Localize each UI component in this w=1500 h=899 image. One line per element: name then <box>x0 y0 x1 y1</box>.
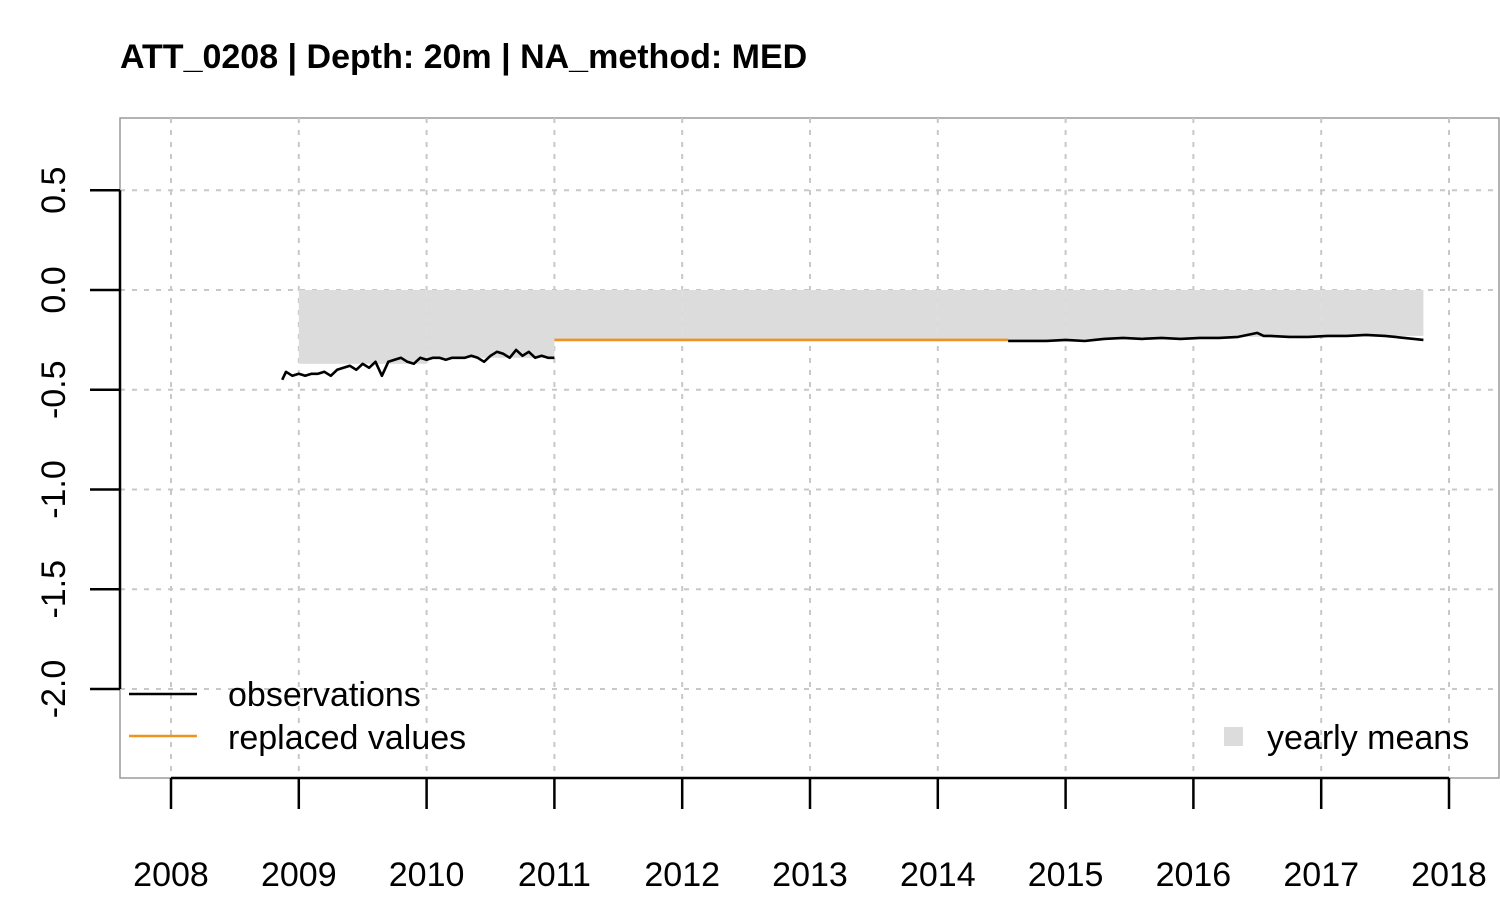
x-tick-label: 2011 <box>518 856 591 894</box>
yearly-mean-bar <box>298 290 427 364</box>
yearly-mean-bar <box>1193 290 1322 337</box>
y-tick-label: -2.0 <box>35 660 73 719</box>
legend-yearly-means-swatch <box>1224 727 1243 746</box>
x-tick-label: 2017 <box>1283 856 1359 894</box>
yearly-means-bars <box>298 290 1424 364</box>
y-tick-label: -0.5 <box>35 360 73 419</box>
x-tick-label: 2013 <box>772 856 848 894</box>
yearly-mean-bar <box>426 290 555 358</box>
y-tick-label: 0.5 <box>35 167 73 214</box>
legend: observations replaced values yearly means <box>129 676 1469 757</box>
yearly-mean-bar <box>682 290 810 340</box>
yearly-mean-bar <box>810 290 938 340</box>
x-tick-label: 2008 <box>133 856 209 894</box>
y-tick-label: 0.0 <box>35 266 73 313</box>
x-tick-label: 2014 <box>900 856 976 894</box>
y-tick-label: -1.0 <box>35 460 73 519</box>
x-tick-label: 2009 <box>261 856 337 894</box>
observations-line <box>1008 331 1424 343</box>
x-tick-label: 2012 <box>644 856 720 894</box>
legend-replaced-values-label: replaced values <box>228 719 466 757</box>
axes: 0.5 0.0 -0.5 -1.0 -1.5 -2.0 2008 2009 2010 2011 20… <box>35 167 1487 894</box>
legend-yearly-means-label: yearly means <box>1267 719 1469 757</box>
yearly-mean-bar <box>1065 290 1194 339</box>
x-tick-label: 2010 <box>389 856 465 894</box>
observations-line <box>281 348 555 381</box>
yearly-mean-bar <box>554 290 683 340</box>
x-tick-label: 2015 <box>1028 856 1104 894</box>
y-tick-label: -1.5 <box>35 560 73 619</box>
x-tick-label: 2016 <box>1156 856 1232 894</box>
chart-title: ATT_0208 | Depth: 20m | NA_method: MED <box>120 38 808 76</box>
yearly-mean-bar <box>1321 290 1424 336</box>
yearly-mean-bar <box>937 290 1066 340</box>
legend-observations-label: observations <box>228 676 421 714</box>
x-tick-label: 2018 <box>1411 856 1487 894</box>
series-lines <box>281 331 1424 381</box>
